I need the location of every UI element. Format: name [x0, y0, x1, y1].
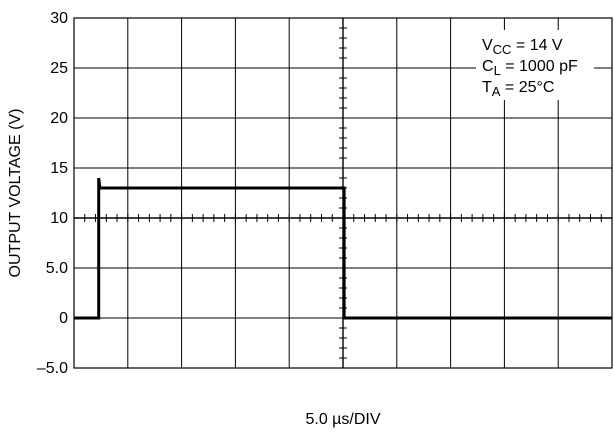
output-voltage-trace	[74, 177, 612, 320]
plot-frame	[73, 17, 613, 369]
y-tick-label: 15	[50, 160, 68, 177]
y-tick-label: 0	[59, 310, 68, 327]
y-tick-label: 25	[50, 60, 68, 77]
x-axis-title: 5.0 µs/DIV	[305, 411, 380, 428]
trace-layer	[74, 177, 612, 320]
y-tick-label: 10	[50, 210, 68, 227]
y-tick-labels: 30 25 20 15 10 5.0 0 –5.0	[37, 10, 68, 377]
condition-label: VCC = 14 V	[482, 37, 563, 57]
y-axis-title: OUTPUT VOLTAGE (V)	[7, 109, 24, 278]
condition-label: TA = 25°C	[482, 79, 554, 99]
y-tick-label: 30	[50, 10, 68, 27]
condition-label: CL = 1000 pF	[482, 58, 578, 78]
legend-backing	[476, 30, 594, 100]
y-tick-label: 20	[50, 110, 68, 127]
y-tick-label: –5.0	[37, 360, 68, 377]
y-tick-label: 5.0	[46, 260, 68, 277]
